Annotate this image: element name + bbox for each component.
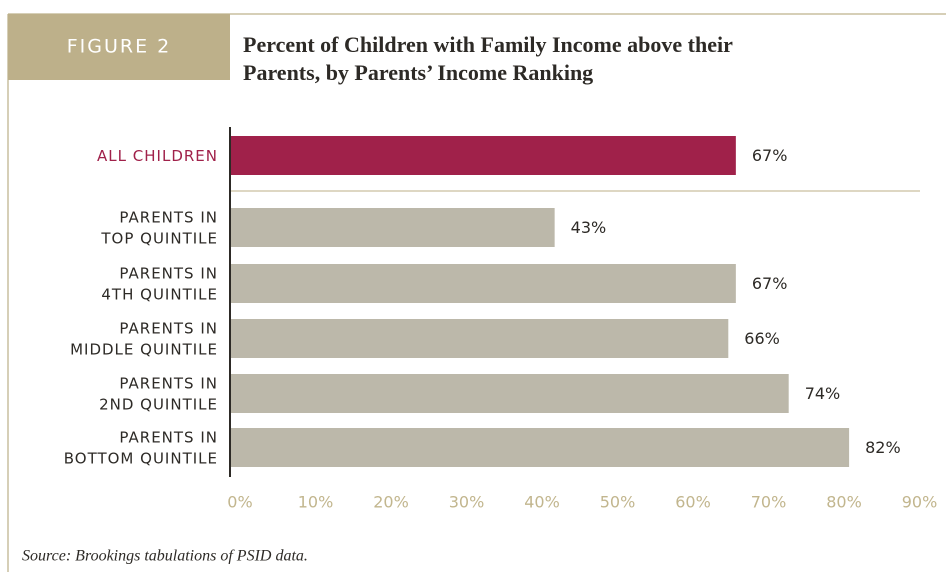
bar bbox=[230, 374, 789, 413]
value-label: 67% bbox=[752, 146, 788, 165]
chart-title: Percent of Children with Family Income a… bbox=[243, 32, 733, 57]
x-tick-label: 60% bbox=[675, 493, 711, 512]
category-label: PARENTS IN bbox=[119, 265, 218, 283]
bar bbox=[230, 136, 736, 175]
x-tick-label: 20% bbox=[373, 493, 409, 512]
x-tick-label: 40% bbox=[524, 493, 560, 512]
value-label: 43% bbox=[571, 218, 607, 237]
x-tick-label: 0% bbox=[227, 493, 252, 512]
category-label: 4TH QUINTILE bbox=[101, 286, 218, 304]
value-label: 82% bbox=[865, 438, 901, 457]
category-label: 2ND QUINTILE bbox=[99, 396, 218, 414]
chart-title: Parents, by Parents’ Income Ranking bbox=[243, 60, 593, 85]
bar bbox=[230, 319, 729, 358]
bar bbox=[230, 264, 736, 303]
category-label: MIDDLE QUINTILE bbox=[70, 341, 218, 359]
category-label: PARENTS IN bbox=[119, 375, 218, 393]
bar bbox=[230, 428, 850, 467]
source-note: Source: Brookings tabulations of PSID da… bbox=[22, 548, 308, 565]
value-label: 66% bbox=[744, 329, 780, 348]
category-label: PARENTS IN bbox=[119, 209, 218, 227]
category-label: BOTTOM QUINTILE bbox=[64, 450, 218, 468]
badge: FIGURE 2 bbox=[67, 36, 172, 58]
x-tick-label: 30% bbox=[449, 493, 485, 512]
x-tick-label: 90% bbox=[902, 493, 938, 512]
bar bbox=[230, 208, 555, 247]
badge-box bbox=[8, 14, 230, 80]
category-label: PARENTS IN bbox=[119, 429, 218, 447]
value-label: 67% bbox=[752, 274, 788, 293]
category-label: TOP QUINTILE bbox=[100, 230, 218, 248]
x-tick-label: 80% bbox=[826, 493, 862, 512]
x-tick-label: 70% bbox=[751, 493, 787, 512]
category-label: PARENTS IN bbox=[119, 320, 218, 338]
value-label: 74% bbox=[805, 384, 841, 403]
x-tick-label: 50% bbox=[600, 493, 636, 512]
x-tick-label: 10% bbox=[298, 493, 334, 512]
category-label: ALL CHILDREN bbox=[97, 147, 218, 165]
